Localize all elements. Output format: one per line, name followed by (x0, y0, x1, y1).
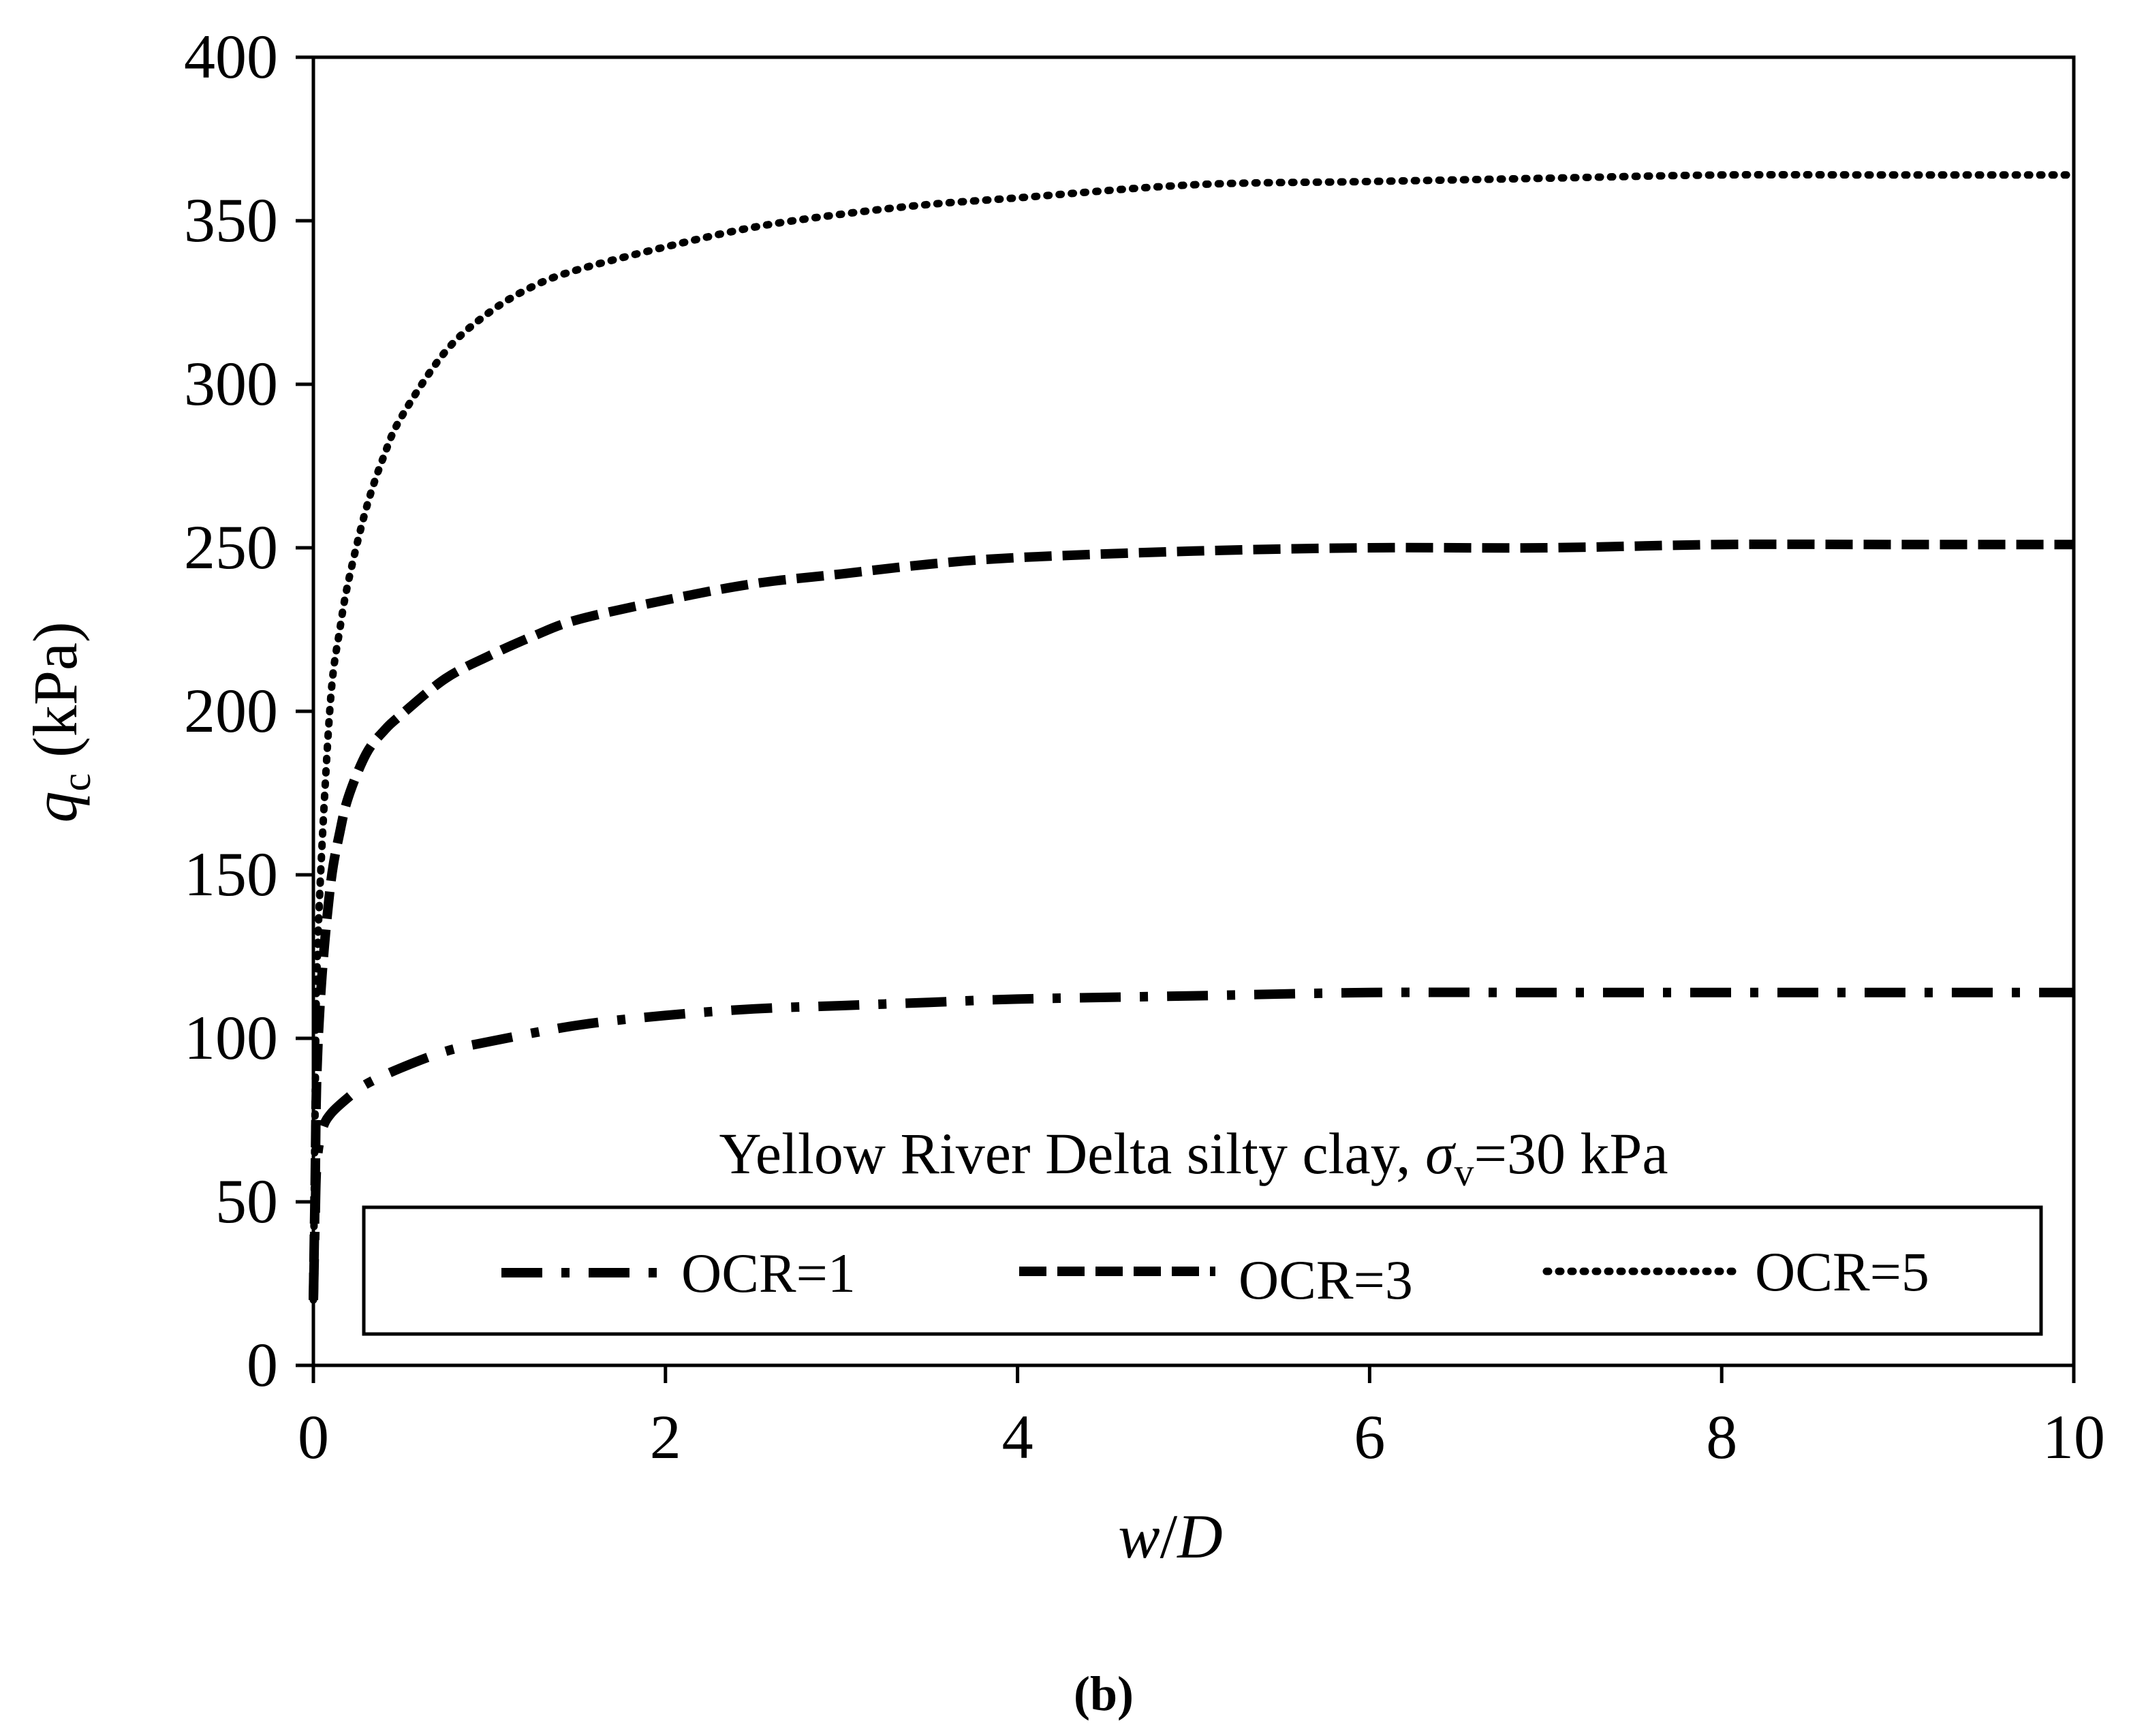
y-axis-title: qc (kPa) (20, 622, 99, 823)
annotation-main: Yellow River Delta silty clay, (719, 1121, 1425, 1186)
series-line-ocr-3 (309, 539, 2074, 1301)
y-tick-label-300: 300 (184, 349, 278, 418)
y-axis-title-var: q (20, 791, 90, 822)
x-tick-label-4: 4 (1002, 1402, 1033, 1472)
y-tick-label-200: 200 (184, 676, 278, 745)
series-group (309, 170, 2078, 1304)
x-tick-label-6: 6 (1354, 1402, 1385, 1472)
x-tick-label-10: 10 (2042, 1402, 2105, 1472)
legend-label-ocr3: OCR=3 (1239, 1249, 1413, 1311)
annotation-sigma: σ (1425, 1121, 1457, 1186)
y-tick-label-250: 250 (184, 512, 278, 582)
y-axis-title-sub: c (54, 773, 99, 792)
legend: OCR=1 OCR=3 OCR=5 (362, 1205, 2043, 1336)
y-tick-label-100: 100 (184, 1003, 278, 1072)
x-tick-label-2: 2 (650, 1402, 681, 1472)
series-line-ocr-1 (309, 987, 2074, 1301)
legend-box (362, 1205, 2043, 1336)
annotation: Yellow River Delta silty clay, σv=30 kPa (719, 1121, 1668, 1194)
legend-label-ocr1: OCR=1 (681, 1242, 856, 1304)
x-axis-title-den: D (1176, 1502, 1222, 1571)
x-axis-title-sep: / (1160, 1502, 1178, 1571)
x-tick-label-8: 8 (1706, 1402, 1737, 1472)
y-axis: 0 50 100 150 200 250 300 350 400 (184, 22, 313, 1399)
x-axis-title-var: w (1118, 1502, 1160, 1571)
y-tick-label-400: 400 (184, 22, 278, 91)
y-tick-label-150: 150 (184, 839, 278, 909)
annotation-subscript: v (1455, 1150, 1474, 1194)
y-axis-title-unit: (kPa) (20, 622, 90, 773)
y-tick-label-50: 50 (215, 1166, 278, 1236)
annotation-rest: =30 kPa (1474, 1121, 1668, 1186)
x-tick-label-0: 0 (298, 1402, 329, 1472)
x-axis-title: w/D (1118, 1502, 1222, 1571)
x-axis: 0 2 4 6 8 10 (298, 1365, 2105, 1472)
y-tick-label-350: 350 (184, 185, 278, 255)
y-tick-label-0: 0 (247, 1330, 278, 1399)
series-line-ocr-5 (309, 170, 2078, 1304)
caption: (b) (1074, 1667, 1134, 1721)
legend-label-ocr5: OCR=5 (1755, 1241, 1929, 1303)
